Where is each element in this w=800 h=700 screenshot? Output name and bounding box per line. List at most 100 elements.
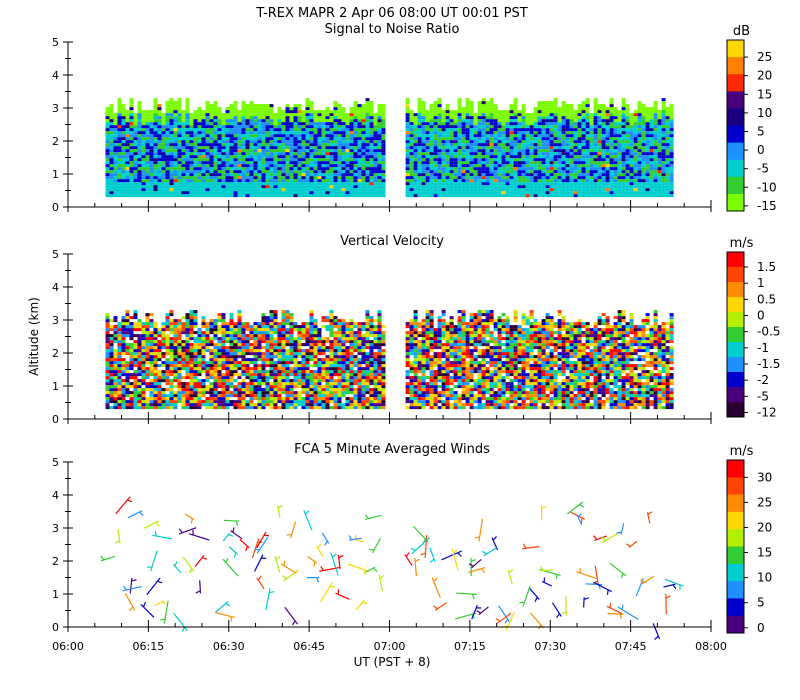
data-cell (425, 140, 430, 144)
data-cell (537, 113, 542, 117)
data-cell (233, 155, 238, 159)
data-cell (381, 152, 386, 156)
data-cell (665, 122, 670, 126)
data-cell (465, 128, 470, 132)
data-cell (173, 152, 178, 156)
data-cell (345, 134, 350, 138)
data-cell (285, 182, 290, 186)
data-cell (129, 346, 134, 350)
data-cell (105, 394, 110, 398)
data-cell (129, 152, 134, 156)
data-cell (169, 340, 174, 344)
data-cell (281, 173, 286, 177)
data-cell (321, 128, 326, 132)
data-cell (153, 361, 158, 365)
data-cell (589, 125, 594, 129)
data-cell (341, 185, 346, 189)
data-cell (169, 194, 174, 198)
data-cell (633, 194, 638, 198)
data-cell (281, 179, 286, 183)
data-cell (225, 131, 230, 135)
data-cell (321, 113, 326, 117)
data-cell (165, 137, 170, 141)
data-cell (501, 128, 506, 132)
data-cell (641, 140, 646, 144)
data-cell (541, 122, 546, 126)
data-cell (625, 161, 630, 165)
data-cell (601, 125, 606, 129)
data-cell (557, 137, 562, 141)
data-cell (237, 137, 242, 141)
data-cell (405, 143, 410, 147)
data-cell (457, 152, 462, 156)
data-cell (117, 158, 122, 162)
data-cell (577, 179, 582, 183)
data-cell (177, 182, 182, 186)
data-cell (557, 119, 562, 123)
data-cell (593, 182, 598, 186)
data-cell (481, 167, 486, 171)
data-cell (113, 158, 118, 162)
data-cell (145, 131, 150, 135)
data-cell (597, 158, 602, 162)
data-cell (445, 149, 450, 153)
data-cell (517, 170, 522, 174)
data-cell (133, 155, 138, 159)
data-cell (173, 358, 178, 362)
data-cell (589, 161, 594, 165)
data-cell (489, 179, 494, 183)
data-cell (133, 182, 138, 186)
data-cell (461, 194, 466, 198)
data-cell (149, 143, 154, 147)
data-cell (289, 107, 294, 111)
data-cell (197, 107, 202, 111)
data-cell (557, 125, 562, 129)
data-cell (273, 122, 278, 126)
data-cell (133, 140, 138, 144)
data-cell (297, 167, 302, 171)
data-cell (609, 173, 614, 177)
data-cell (201, 122, 206, 126)
data-cell (533, 155, 538, 159)
data-cell (465, 122, 470, 126)
data-cell (129, 385, 134, 389)
data-cell (429, 104, 434, 108)
data-cell (165, 316, 170, 320)
data-cell (193, 164, 198, 168)
data-cell (485, 140, 490, 144)
data-cell (169, 310, 174, 314)
data-cell (621, 101, 626, 105)
data-cell (293, 194, 298, 198)
data-cell (233, 143, 238, 147)
data-cell (657, 185, 662, 189)
data-cell (597, 149, 602, 153)
data-cell (501, 116, 506, 120)
data-cell (173, 104, 178, 108)
data-cell (253, 113, 258, 117)
data-cell (197, 331, 202, 335)
data-cell (165, 343, 170, 347)
data-cell (333, 188, 338, 192)
colorbar-swatch (727, 176, 744, 195)
data-cell (293, 134, 298, 138)
data-cell (301, 179, 306, 183)
data-cell (613, 155, 618, 159)
data-cell (277, 152, 282, 156)
data-cell (261, 167, 266, 171)
data-cell (197, 340, 202, 344)
data-cell (233, 113, 238, 117)
data-cell (329, 122, 334, 126)
data-cell (549, 143, 554, 147)
data-cell (377, 152, 382, 156)
data-cell (241, 176, 246, 180)
data-cell (437, 104, 442, 108)
data-cell (181, 394, 186, 398)
data-cell (517, 149, 522, 153)
data-cell (357, 167, 362, 171)
data-cell (361, 122, 366, 126)
data-cell (201, 355, 206, 359)
data-cell (137, 140, 142, 144)
data-cell (169, 155, 174, 159)
data-cell (573, 185, 578, 189)
data-cell (413, 143, 418, 147)
